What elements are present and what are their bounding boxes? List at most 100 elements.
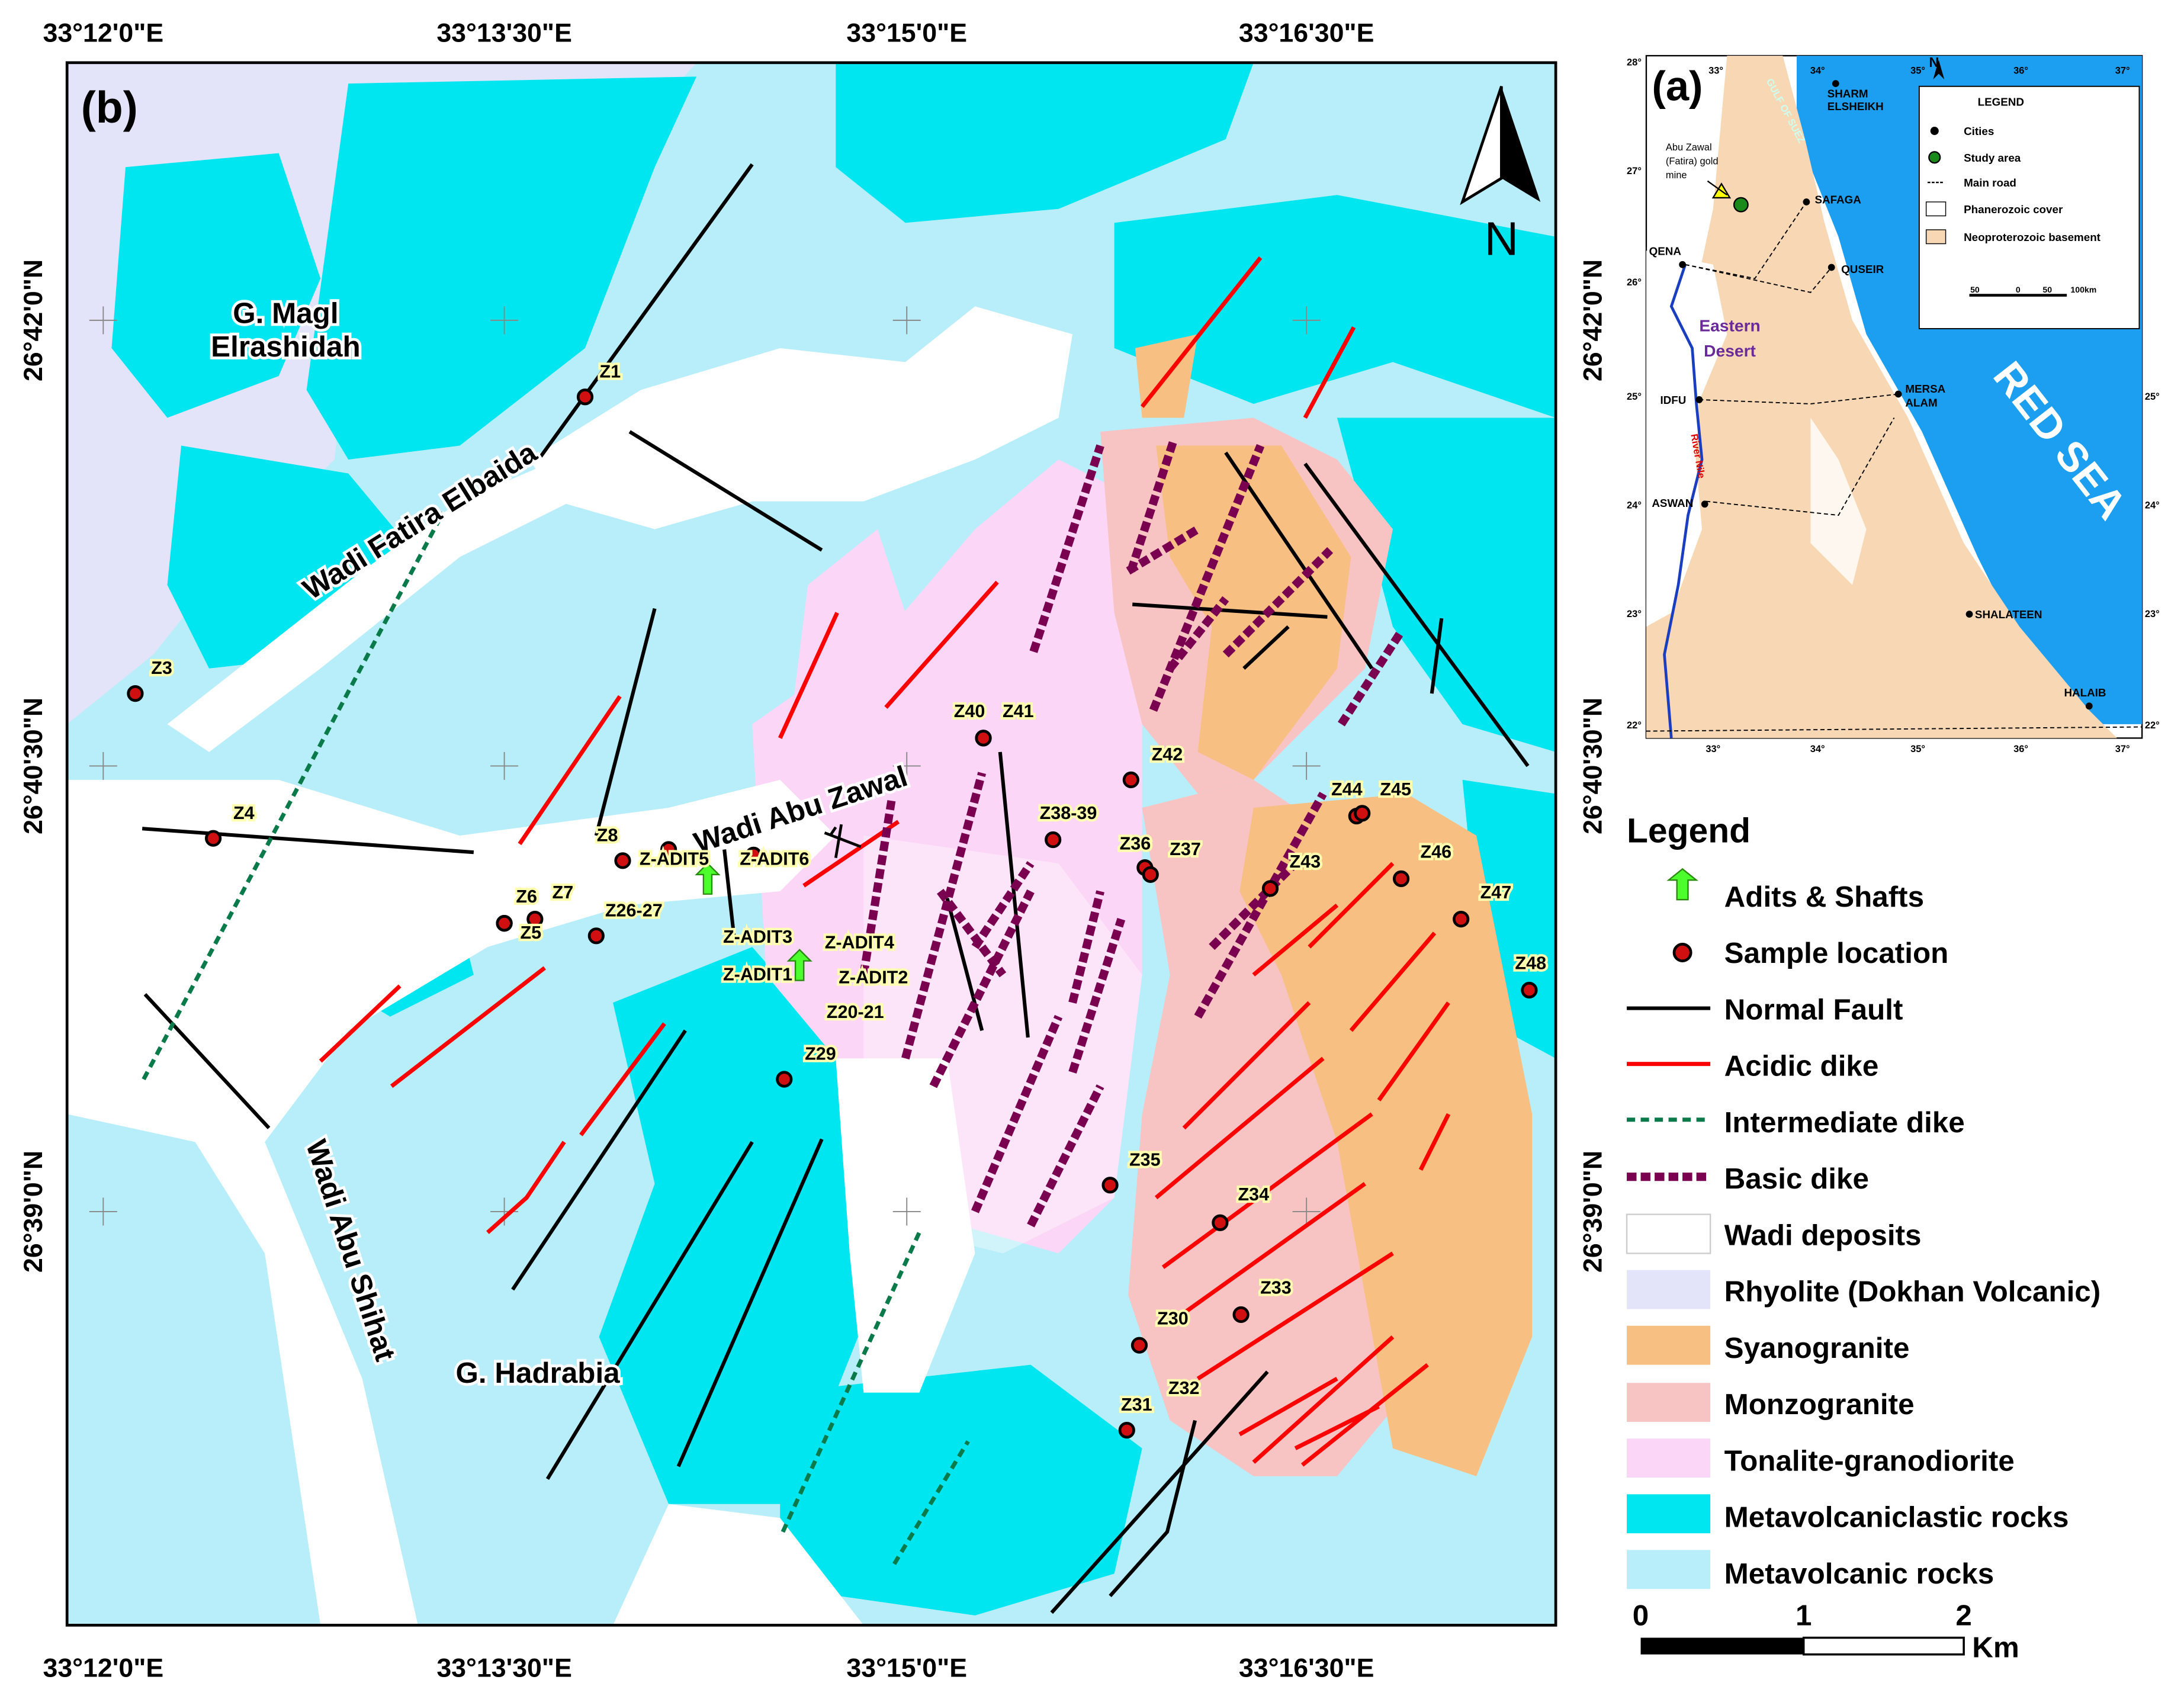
sample-label: Z37 bbox=[1170, 839, 1201, 859]
sample-point bbox=[1212, 1214, 1229, 1231]
sample-point bbox=[526, 910, 544, 928]
inset-lon: 37° bbox=[2115, 66, 2130, 76]
place-name: G. Magl bbox=[233, 297, 338, 330]
bottom-coord: 33°15'0"E bbox=[846, 1653, 967, 1682]
inset-lat: 28° bbox=[1627, 57, 1642, 68]
inset-legend-item: Phanerozoic cover bbox=[1964, 203, 2063, 216]
intermediate-dikes bbox=[142, 511, 970, 1565]
inset-lat-right: 22° bbox=[2145, 720, 2160, 731]
legend-item: Basic dike bbox=[1724, 1162, 1869, 1195]
inset-mine-label: Abu Zawal bbox=[1666, 142, 1712, 153]
sample-label: Z-ADIT3 bbox=[723, 927, 792, 947]
inset-lon: 37° bbox=[2115, 744, 2130, 754]
inset-lon: 35° bbox=[1910, 66, 1925, 76]
sample-label: Z45 bbox=[1380, 779, 1411, 799]
scale-tick: 0 bbox=[1633, 1599, 1649, 1631]
legend-item: Sample location bbox=[1724, 937, 1949, 969]
basic-dikes bbox=[859, 437, 1403, 1228]
bottom-coord: 33°13'30"E bbox=[436, 1653, 572, 1682]
sample-point bbox=[1142, 866, 1159, 883]
map-frame bbox=[65, 61, 1557, 1627]
sample-label: Z48 bbox=[1515, 953, 1546, 974]
sample-label: Z32 bbox=[1168, 1378, 1200, 1398]
scale-bar: 0 1 2 Km bbox=[1633, 1599, 2019, 1663]
right-coord: 26°42'0"N bbox=[1579, 259, 1608, 381]
sample-point bbox=[1101, 1177, 1119, 1194]
inset-lon: 34° bbox=[1810, 744, 1825, 754]
sample-label: Z-ADIT1 bbox=[723, 965, 792, 985]
legend-item: Monzogranite bbox=[1724, 1388, 1915, 1421]
left-coord: 26°42'0"N bbox=[19, 259, 48, 381]
sample-label: Z26-27 bbox=[605, 900, 663, 920]
sample-point bbox=[1354, 805, 1371, 822]
legend-item: Adits & Shafts bbox=[1724, 881, 1924, 913]
sample-label: Z42 bbox=[1152, 744, 1183, 765]
inset-panel-label: (a) bbox=[1652, 62, 1703, 109]
sample-label: Z20-21 bbox=[827, 1002, 884, 1022]
inset-lon: 36° bbox=[2013, 66, 2028, 76]
sample-label: Z8 bbox=[597, 825, 618, 845]
inset-lon: 36° bbox=[2013, 744, 2028, 754]
sample-label: Z34 bbox=[1238, 1184, 1269, 1205]
bottom-coord: 33°16'30"E bbox=[1239, 1653, 1374, 1682]
inset-city: QENA bbox=[1649, 245, 1682, 257]
sample-label: Z38-39 bbox=[1040, 803, 1097, 823]
top-coord: 33°12'0"E bbox=[43, 19, 163, 48]
legend-item: Normal Fault bbox=[1724, 993, 1903, 1026]
sample-label: Z43 bbox=[1289, 852, 1321, 872]
sample-label: Z1 bbox=[599, 361, 621, 381]
inset-lat-right: 24° bbox=[2145, 500, 2160, 510]
right-coord: 26°39'0"N bbox=[1579, 1151, 1608, 1273]
sample-point bbox=[1261, 880, 1279, 897]
legend-item: Syanogranite bbox=[1724, 1332, 1910, 1364]
inset-legend-item: Cities bbox=[1964, 125, 1994, 137]
sample-label: Z-ADIT4 bbox=[825, 932, 894, 952]
sample-label: Z-ADIT5 bbox=[640, 849, 709, 869]
scale-unit: Km bbox=[1972, 1631, 2019, 1663]
sample-label: Z30 bbox=[1157, 1308, 1189, 1328]
inset-city: SHARM bbox=[1828, 88, 1868, 100]
inset-legend-item: Study area bbox=[1964, 152, 2021, 164]
sample-label: Z-ADIT2 bbox=[839, 967, 908, 987]
inset-lat-right: 23° bbox=[2145, 609, 2160, 619]
inset-city: SHALATEEN bbox=[1975, 608, 2042, 621]
inset-lat: 25° bbox=[1627, 391, 1642, 402]
sample-point bbox=[1118, 1422, 1135, 1439]
inset-city: ASWAN bbox=[1652, 497, 1693, 509]
inset-lat: 26° bbox=[1627, 277, 1642, 288]
sample-point bbox=[745, 846, 762, 864]
legend-item: Metavolcaniclastic rocks bbox=[1724, 1501, 2069, 1534]
inset-lon: 33° bbox=[1708, 66, 1723, 76]
inset-lat-right: 25° bbox=[2145, 391, 2160, 402]
adit-markers bbox=[695, 824, 862, 981]
inset-city: ELSHEIKH bbox=[1828, 100, 1884, 113]
sample-point bbox=[776, 1071, 793, 1088]
inset-lat: 22° bbox=[1627, 720, 1642, 731]
sample-label: Z47 bbox=[1480, 882, 1512, 903]
sample-label: Z-ADIT6 bbox=[740, 849, 809, 869]
samples: Z1 Z3 Z4 Z8 Z-ADIT5 Z-ADIT6 Z6 Z7 Z5 Z26-27 Z-ADIT… bbox=[127, 359, 1549, 1439]
sample-point bbox=[975, 730, 992, 747]
inset-north: N bbox=[1929, 54, 1939, 70]
panel-label: (b) bbox=[81, 82, 138, 132]
sample-point bbox=[1045, 831, 1062, 849]
inset-scale: 100km bbox=[2070, 285, 2096, 294]
scale-tick: 1 bbox=[1796, 1599, 1812, 1631]
sample-label: Z31 bbox=[1121, 1395, 1152, 1415]
inset-scale: 0 bbox=[2016, 285, 2021, 294]
inset-scale: 50 bbox=[1970, 285, 1980, 294]
right-coord: 26°40'30"N bbox=[1579, 698, 1608, 834]
sample-label: Z3 bbox=[151, 658, 172, 678]
inset-scale: 50 bbox=[2042, 285, 2052, 294]
bottom-coord: 33°12'0"E bbox=[43, 1653, 163, 1682]
left-coord: 26°40'30"N bbox=[19, 698, 48, 834]
place-name: G. Hadrabia bbox=[455, 1357, 620, 1389]
legend-item: Rhyolite (Dokhan Volcanic) bbox=[1724, 1276, 2101, 1308]
sample-point bbox=[1232, 1306, 1250, 1324]
top-coord: 33°13'30"E bbox=[436, 19, 572, 48]
sample-point bbox=[1130, 1337, 1148, 1354]
inset-mine-label: mine bbox=[1666, 170, 1687, 181]
sample-point bbox=[614, 852, 631, 869]
